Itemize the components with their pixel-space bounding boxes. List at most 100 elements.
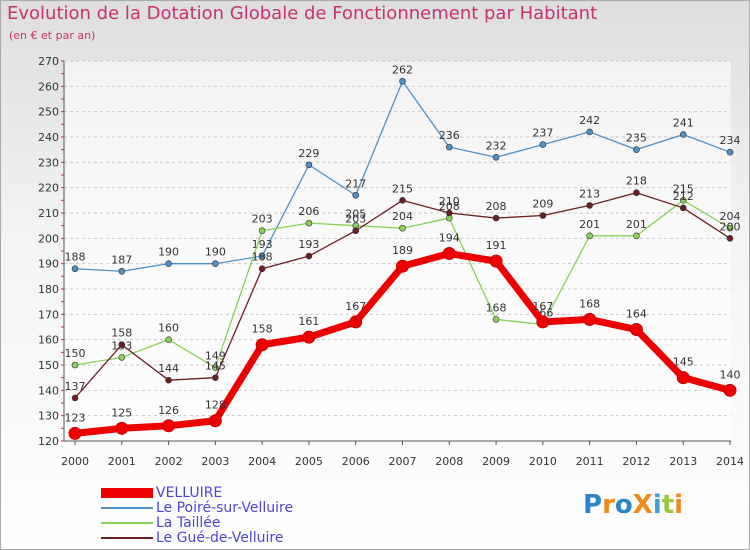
data-point [165,376,172,384]
data-point [492,153,500,161]
data-label: 217 [345,177,366,190]
x-tick-label: 2010 [529,455,557,468]
y-tick-label: 240 [38,131,59,144]
x-tick-label: 2002 [155,455,183,468]
data-point [68,426,82,440]
data-point [586,128,593,136]
data-point [118,267,126,275]
data-point [71,361,79,369]
data-point [679,204,687,212]
y-tick-label: 230 [38,156,59,169]
data-label: 161 [298,315,319,328]
data-point [305,252,313,260]
data-point [489,254,503,268]
data-label: 123 [65,411,86,424]
data-point [445,143,453,151]
data-label: 210 [439,195,460,208]
data-point [162,419,176,433]
data-point [723,383,737,397]
data-label: 149 [205,350,226,363]
x-tick-label: 2006 [342,455,370,468]
legend-swatch [101,522,153,524]
data-label: 236 [439,129,460,142]
y-tick-label: 190 [38,258,59,271]
data-point [586,232,593,240]
data-point [208,414,222,428]
data-label: 145 [673,356,694,369]
data-point [165,336,172,343]
data-label: 200 [720,220,741,233]
data-point [586,202,593,209]
y-tick-label: 120 [38,435,59,448]
data-point [633,146,640,153]
legend-label: VELLUIRE [156,485,223,501]
data-point [679,131,687,138]
x-tick-label: 2001 [108,455,136,468]
x-tick-label: 2008 [435,455,463,468]
data-label: 187 [111,253,132,266]
data-point [676,371,690,385]
data-point [399,224,406,232]
data-label: 201 [579,218,600,231]
data-label: 158 [111,327,132,340]
plot-area [64,61,731,441]
data-label: 203 [252,213,273,226]
y-tick-label: 170 [38,308,59,321]
x-tick-label: 2005 [295,455,323,468]
data-label: 206 [298,205,319,218]
proxiti-logo: ProXiti [583,490,683,520]
data-label: 203 [345,213,366,226]
data-point [633,189,640,197]
data-label: 215 [392,182,413,195]
logo-letter: i [674,490,684,520]
data-label: 190 [205,246,226,259]
data-point [679,197,687,204]
data-point [71,394,79,402]
data-label: 137 [65,380,86,393]
data-label: 158 [252,323,273,336]
y-tick-label: 270 [38,55,59,68]
data-label: 242 [579,114,600,127]
data-point [302,330,316,344]
y-tick-label: 150 [38,359,59,372]
data-label: 235 [626,132,647,145]
data-label: 205 [345,208,366,221]
data-label: 168 [579,297,600,310]
data-label: 191 [486,239,507,252]
logo-letter: P [583,490,603,520]
data-label: 212 [673,190,694,203]
y-tick-label: 160 [38,334,59,347]
data-label: 215 [673,182,694,195]
data-label: 125 [111,406,132,419]
data-label: 218 [626,175,647,188]
logo-letter: X [632,490,653,520]
data-label: 204 [720,210,741,223]
data-label: 232 [486,139,507,152]
data-point [539,212,547,219]
data-label: 140 [720,368,741,381]
data-label: 213 [579,187,600,200]
data-label: 128 [205,399,226,412]
chart-subtitle: (en € et par an) [9,29,96,42]
x-tick-label: 2000 [61,455,89,468]
data-label: 145 [205,360,226,373]
legend-swatch [101,488,153,498]
x-tick-label: 2011 [576,455,604,468]
data-point [71,265,79,273]
data-label: 160 [158,322,179,335]
data-point [349,315,363,329]
legend-label: La Taillée [156,515,221,531]
data-point [352,227,360,235]
data-point [726,148,734,156]
x-tick-label: 2003 [201,455,229,468]
y-tick-label: 210 [38,207,59,220]
data-point [212,364,219,371]
data-label: 167 [345,300,366,313]
data-point [492,214,500,222]
data-label: 208 [486,200,507,213]
data-label: 189 [392,244,413,257]
data-point [305,161,313,169]
data-point [165,260,172,267]
legend-swatch [101,537,153,539]
